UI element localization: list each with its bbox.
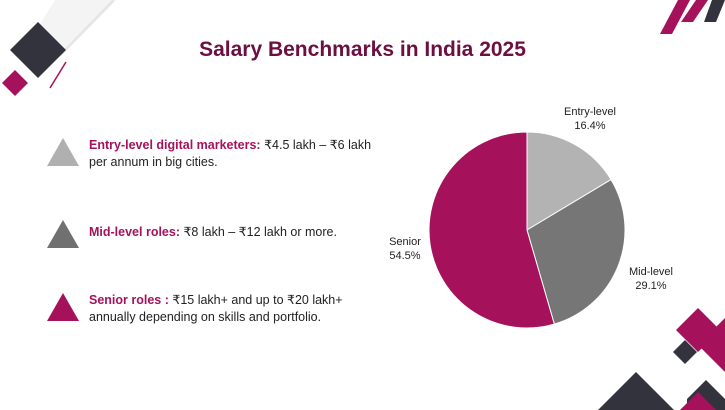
swoosh-shape [40, 0, 112, 48]
light-gray-triangle-icon [47, 138, 79, 166]
salary-item-label: Senior roles : [89, 293, 169, 307]
pie-label-value: 29.1% [635, 280, 666, 292]
accent-line [49, 61, 67, 89]
salary-item-desc: ₹4.5 lakh – ₹6 lakh per annum in big cit… [89, 138, 372, 169]
salary-item-label: Mid-level roles: [89, 225, 180, 239]
pie-slice-mid-level [526, 178, 626, 325]
salary-item-text: Entry-level digital marketers: ₹4.5 lakh… [89, 137, 389, 171]
pie-slice-entry-level [526, 131, 612, 231]
magenta-diamond-shape [698, 318, 725, 372]
magenta-diamond-shape [2, 70, 28, 96]
page-title: Salary Benchmarks in India 2025 [199, 38, 526, 61]
pie-label-value: 16.4% [574, 120, 605, 132]
salary-item-label: Entry-level digital marketers: [89, 138, 261, 152]
magenta-diamond-shape [680, 392, 716, 410]
swoosh-line [58, 0, 116, 57]
salary-item-text: Mid-level roles: ₹8 lakh – ₹12 lakh or m… [89, 224, 389, 241]
pie-slice-senior [428, 131, 555, 329]
stripe-shape [704, 0, 725, 22]
dark-diamond-shape [598, 372, 674, 410]
stripe-shape [681, 0, 708, 22]
magenta-triangle-icon [47, 293, 79, 321]
salary-item-text: Senior roles : ₹15 lakh+ and up to ₹20 l… [89, 292, 389, 326]
gray-triangle-icon [47, 220, 79, 248]
pie-label-name: Mid-level [629, 266, 673, 278]
dark-diamond-shape [10, 22, 66, 78]
salary-item-desc: ₹15 lakh+ and up to ₹20 lakh+ annually d… [89, 293, 343, 324]
dark-diamond-shape [673, 340, 697, 364]
pie-label-name: Entry-level [564, 106, 616, 118]
salary-item-desc: ₹8 lakh – ₹12 lakh or more. [180, 225, 337, 239]
pie-label-name: Senior [389, 236, 421, 248]
stripe-shape [660, 0, 690, 34]
pie-label-value: 54.5% [389, 250, 420, 262]
